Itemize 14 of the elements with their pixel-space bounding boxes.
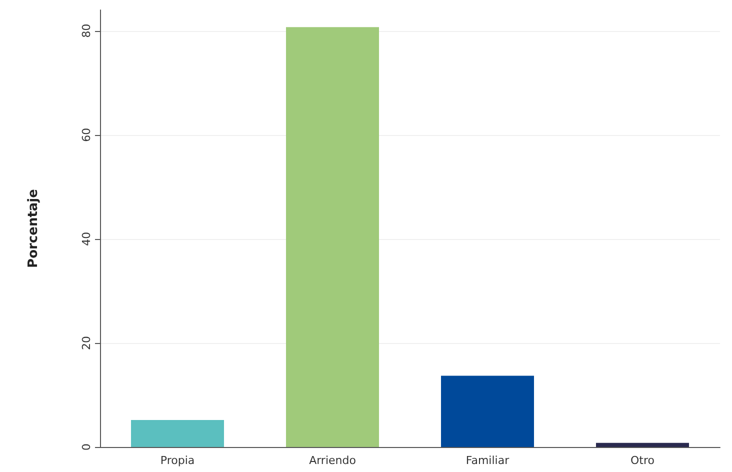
bar [131,420,224,447]
bar [441,376,534,447]
x-tick-label: Arriendo [309,454,356,467]
y-tick-label: 60 [80,128,93,142]
x-tick-label: Familiar [466,454,510,467]
bar [596,442,689,447]
x-tick-label: Otro [630,454,655,467]
y-tick-label: 20 [80,336,93,350]
y-tick-label: 80 [80,24,93,38]
y-tick-label: 0 [80,444,93,450]
y-tick-label: 40 [80,232,93,246]
y-axis-title: Porcentaje [26,188,41,268]
bar [286,27,379,447]
x-tick-label: Propia [160,454,195,467]
